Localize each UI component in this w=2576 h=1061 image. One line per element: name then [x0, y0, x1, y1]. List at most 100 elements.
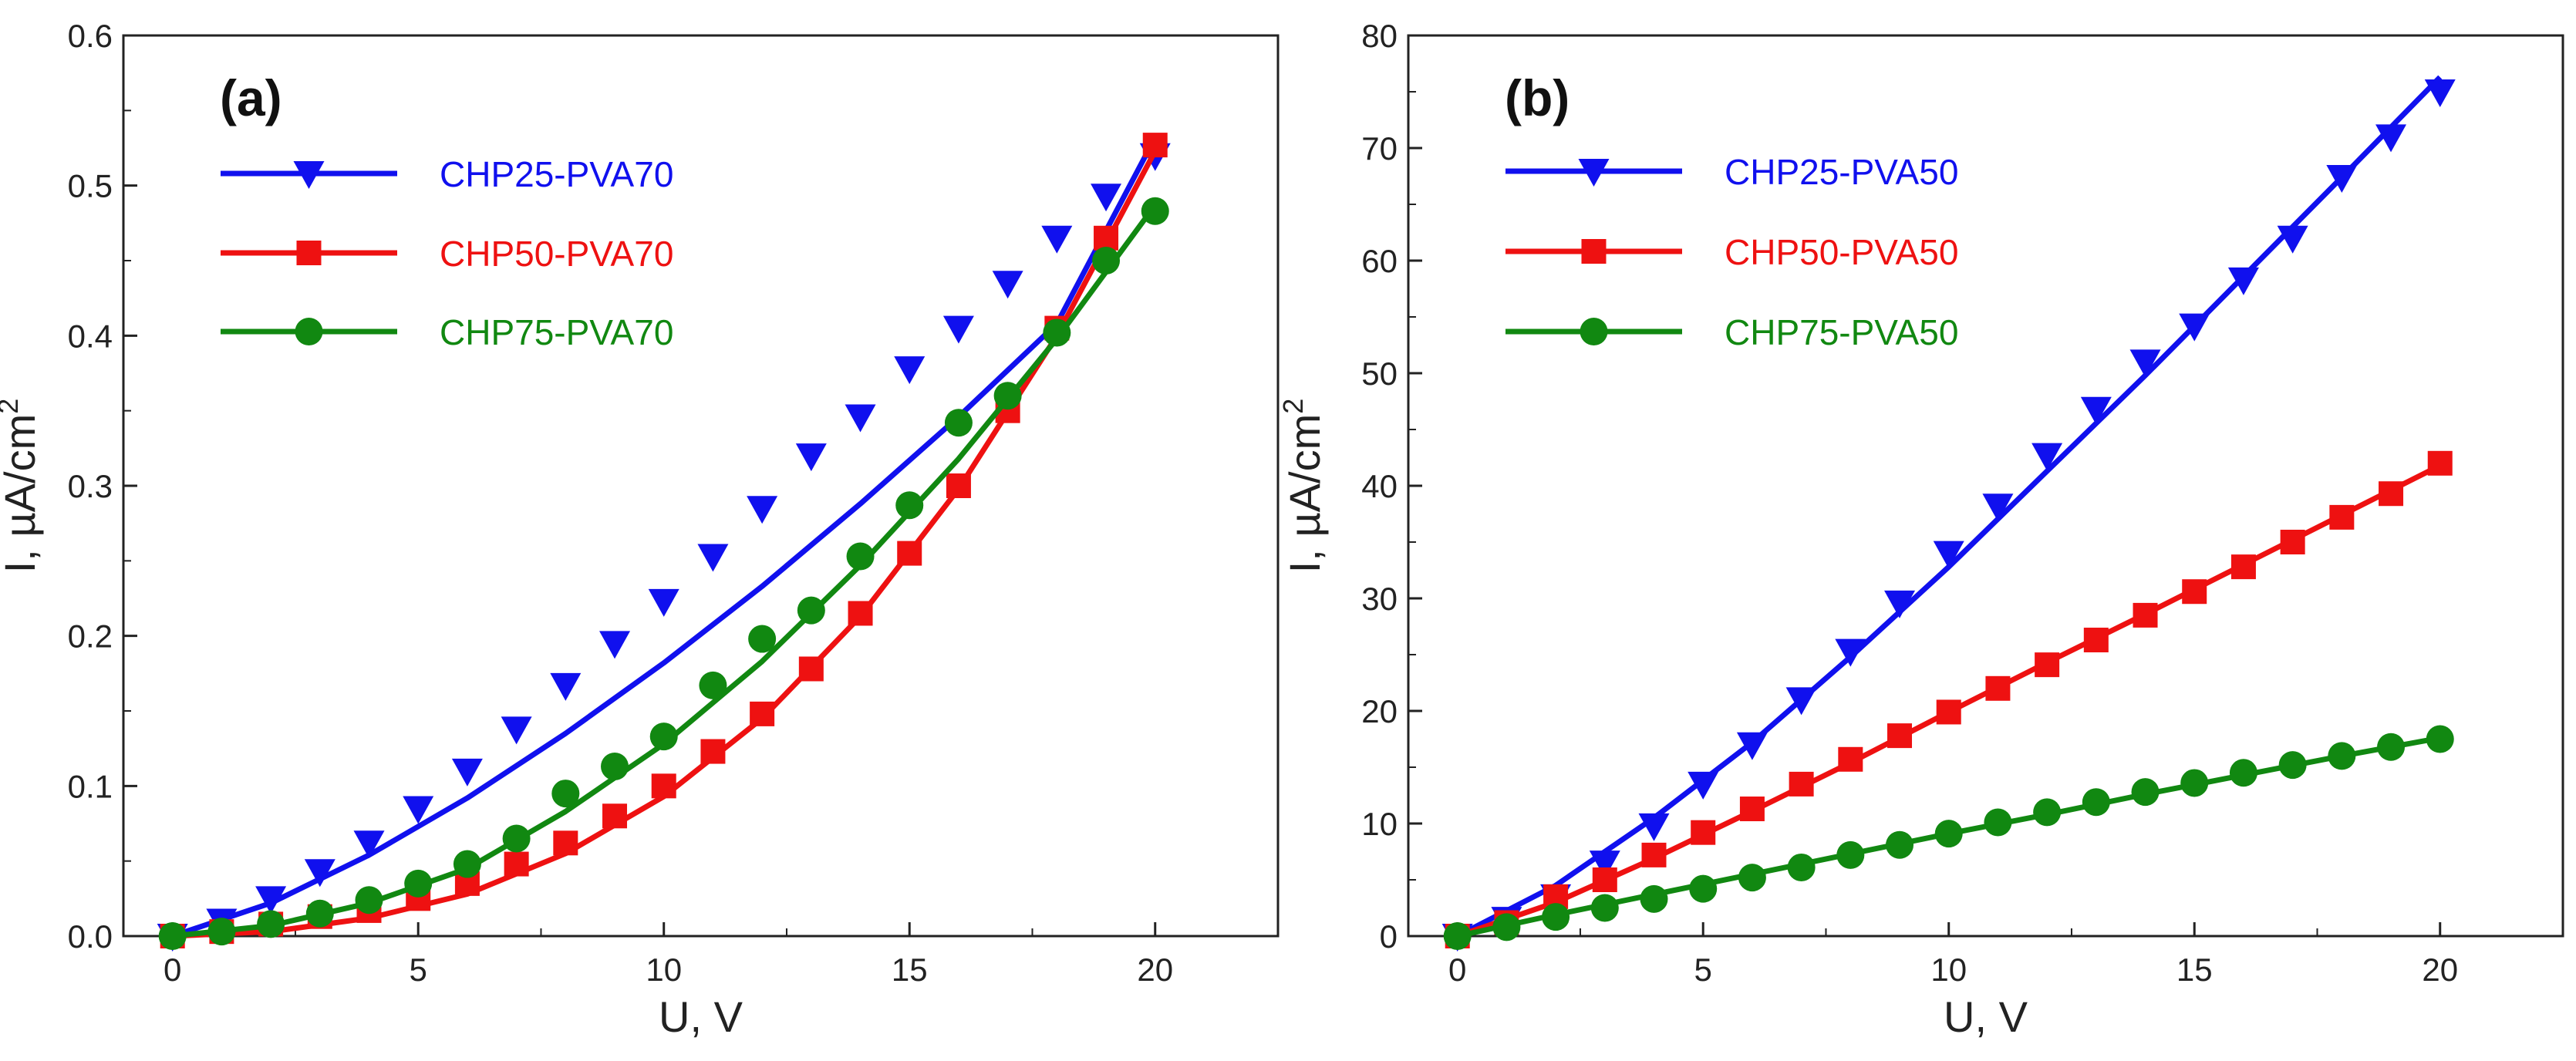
- data-point: [403, 796, 434, 824]
- data-point: [1638, 813, 1670, 841]
- data-point: [846, 542, 875, 571]
- y-axis-label: I, µA/cm2: [0, 399, 44, 574]
- data-point: [1985, 675, 2011, 701]
- y-axis-label-superscript: 2: [1277, 399, 1309, 414]
- x-axis-label: U, V: [659, 992, 743, 1041]
- data-point: [1933, 541, 1964, 569]
- data-point: [1689, 874, 1718, 903]
- y-tick-label: 0.6: [68, 18, 113, 54]
- data-point: [207, 918, 236, 946]
- y-tick-label: 20: [1361, 693, 1398, 729]
- data-point: [553, 830, 578, 856]
- data-point: [1886, 830, 1914, 859]
- panel-label: (a): [220, 69, 282, 126]
- y-axis-label-text: I, µA/cm: [0, 414, 44, 574]
- data-point: [404, 869, 433, 898]
- x-axis-label: U, V: [1944, 992, 2028, 1041]
- x-tick-label: 10: [646, 952, 682, 988]
- data-point: [1091, 184, 1122, 212]
- y-axis-label-text: I, µA/cm: [1280, 414, 1329, 574]
- y-tick-label: 0.5: [68, 168, 113, 204]
- data-point: [942, 315, 974, 344]
- legend-marker: [293, 161, 325, 189]
- data-point: [897, 541, 922, 566]
- data-point: [504, 851, 529, 877]
- data-point: [649, 722, 678, 751]
- data-point: [2179, 313, 2210, 342]
- data-point: [602, 803, 628, 829]
- data-point: [845, 404, 876, 433]
- data-point: [848, 601, 873, 626]
- data-point: [1043, 318, 1071, 347]
- data-point: [601, 753, 629, 781]
- data-point: [700, 739, 726, 764]
- data-point: [2379, 481, 2404, 507]
- x-tick-label: 5: [410, 952, 427, 988]
- x-tick-label: 5: [1694, 952, 1712, 988]
- data-point: [798, 656, 824, 682]
- data-point: [1887, 723, 1913, 749]
- data-point: [747, 496, 778, 524]
- legend-label: CHP50-PVA50: [1725, 232, 1958, 272]
- data-point: [2424, 79, 2456, 107]
- data-point: [2375, 124, 2407, 153]
- data-point: [748, 625, 777, 653]
- legend-label: CHP50-PVA70: [440, 234, 673, 274]
- data-point: [1492, 913, 1521, 941]
- data-point: [353, 830, 385, 859]
- series-chp50-pva50: [1445, 450, 2453, 948]
- y-tick-label: 0: [1380, 918, 1398, 955]
- data-point: [1141, 197, 1169, 225]
- data-point: [1884, 590, 1916, 618]
- data-point: [2180, 769, 2209, 797]
- panel-label: (b): [1505, 69, 1570, 126]
- data-point: [1738, 864, 1766, 892]
- data-point: [1838, 746, 1863, 772]
- data-point: [750, 701, 775, 726]
- data-point: [1934, 820, 1963, 848]
- data-point: [1982, 493, 2014, 522]
- data-point: [1590, 894, 1619, 922]
- x-tick-label: 15: [2176, 952, 2213, 988]
- data-point: [2278, 751, 2307, 780]
- data-point: [1041, 225, 1073, 254]
- legend-marker: [1581, 239, 1607, 264]
- data-point: [257, 910, 285, 938]
- data-point: [993, 382, 1022, 410]
- y-tick-label: 30: [1361, 581, 1398, 617]
- data-point: [699, 671, 727, 699]
- data-point: [2033, 798, 2062, 827]
- data-point: [501, 716, 532, 745]
- data-point: [2427, 450, 2453, 476]
- data-point: [551, 780, 580, 808]
- y-tick-label: 0.2: [68, 618, 113, 655]
- data-point: [2227, 267, 2259, 295]
- data-point: [2035, 652, 2060, 678]
- data-point: [305, 899, 334, 928]
- data-point: [451, 758, 483, 786]
- data-point: [599, 631, 631, 659]
- legend-marker: [296, 241, 322, 265]
- y-tick-label: 0.4: [68, 318, 113, 354]
- legend-marker: [295, 318, 323, 345]
- y-tick-label: 80: [1361, 18, 1398, 54]
- data-point: [1789, 771, 1814, 797]
- data-point: [1836, 840, 1865, 869]
- x-tick-label: 0: [1448, 952, 1466, 988]
- data-point: [1936, 699, 1961, 725]
- data-point: [1787, 853, 1816, 881]
- data-point: [2326, 164, 2358, 193]
- data-point: [2329, 504, 2355, 530]
- x-tick-label: 15: [892, 952, 928, 988]
- data-point: [2031, 443, 2063, 471]
- data-point: [1542, 903, 1570, 931]
- data-point: [550, 672, 582, 701]
- y-tick-label: 10: [1361, 806, 1398, 842]
- data-point: [158, 922, 187, 950]
- data-point: [2083, 628, 2109, 653]
- data-point: [1443, 922, 1472, 950]
- y-tick-label: 70: [1361, 130, 1398, 167]
- legend-label: CHP25-PVA70: [440, 154, 673, 194]
- data-point: [1142, 133, 1168, 158]
